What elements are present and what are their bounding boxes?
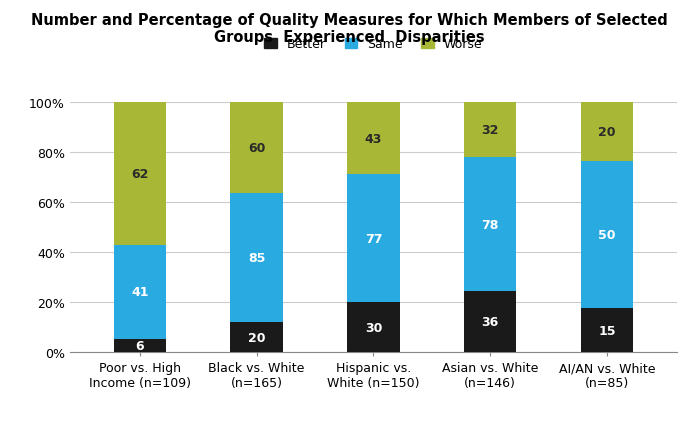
Text: 6: 6: [135, 339, 144, 352]
Text: 77: 77: [364, 232, 383, 245]
Bar: [230, 194, 283, 322]
Bar: [114, 245, 166, 339]
Bar: [464, 158, 517, 291]
Text: 32: 32: [482, 124, 499, 137]
Bar: [347, 103, 400, 175]
Text: Number and Percentage of Quality Measures for Which Members of Selected
Groups  : Number and Percentage of Quality Measure…: [31, 13, 667, 45]
Text: 62: 62: [131, 168, 149, 181]
Text: 78: 78: [482, 218, 499, 231]
Text: 20: 20: [598, 126, 616, 139]
Text: 41: 41: [131, 286, 149, 298]
Bar: [464, 103, 517, 158]
Bar: [581, 309, 633, 353]
Text: 15: 15: [598, 324, 616, 337]
Bar: [230, 322, 283, 353]
Bar: [581, 162, 633, 309]
Text: 36: 36: [482, 315, 499, 329]
Text: 50: 50: [598, 229, 616, 242]
Bar: [347, 175, 400, 303]
Bar: [114, 103, 166, 245]
Bar: [581, 103, 633, 162]
Text: 30: 30: [365, 321, 382, 334]
Bar: [230, 103, 283, 194]
Text: 43: 43: [365, 132, 382, 145]
Text: 60: 60: [248, 142, 265, 155]
Text: 20: 20: [248, 331, 265, 344]
Bar: [347, 303, 400, 353]
Text: 85: 85: [248, 252, 265, 264]
Bar: [114, 339, 166, 353]
Legend: Better, Same, Worse: Better, Same, Worse: [260, 35, 487, 55]
Bar: [464, 291, 517, 353]
